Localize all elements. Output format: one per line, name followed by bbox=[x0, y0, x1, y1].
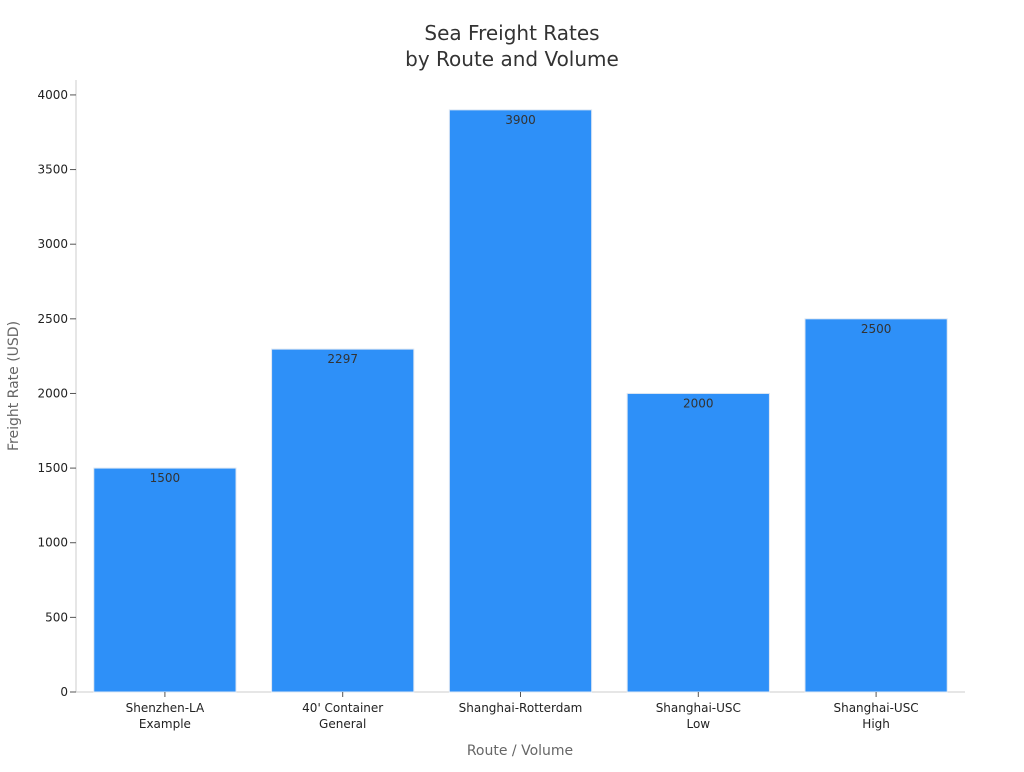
y-axis-label: Freight Rate (USD) bbox=[6, 321, 22, 451]
bar bbox=[271, 348, 415, 693]
bar bbox=[804, 318, 948, 693]
data-label: 3900 bbox=[505, 113, 536, 127]
x-tick-label: Low bbox=[686, 717, 710, 731]
x-tick-label: Shanghai-USC bbox=[833, 701, 918, 715]
x-tick-label: Example bbox=[139, 717, 191, 731]
data-label: 2297 bbox=[327, 352, 358, 366]
y-tick-label: 2000 bbox=[37, 386, 68, 400]
y-tick-label: 1500 bbox=[37, 461, 68, 475]
y-tick-label: 3500 bbox=[37, 163, 68, 177]
chart-title-line-2: by Route and Volume bbox=[405, 47, 619, 71]
y-tick-label: 3000 bbox=[37, 237, 68, 251]
y-tick-label: 500 bbox=[45, 610, 68, 624]
chart-title-line-1: Sea Freight Rates bbox=[424, 21, 599, 45]
x-tick-label: Shenzhen-LA bbox=[126, 701, 205, 715]
x-axis-label: Route / Volume bbox=[467, 743, 573, 759]
y-tick-label: 0 bbox=[60, 685, 68, 699]
plot-area: 0 500 1000 1500 2000 2500 3000 3500 4000 1500 Shen… bbox=[37, 80, 965, 731]
data-label: 1500 bbox=[150, 471, 181, 485]
data-label: 2000 bbox=[683, 396, 714, 410]
x-tick-label: Shanghai-USC bbox=[656, 701, 741, 715]
x-tick-label: 40' Container bbox=[302, 701, 383, 715]
bar bbox=[626, 392, 770, 693]
x-tick-label: General bbox=[319, 717, 366, 731]
y-tick-label: 2500 bbox=[37, 312, 68, 326]
y-tick-label: 1000 bbox=[37, 536, 68, 550]
bar bbox=[93, 467, 237, 693]
x-tick-label: Shanghai-Rotterdam bbox=[459, 701, 583, 715]
x-tick-label: High bbox=[862, 717, 890, 731]
data-label: 2500 bbox=[861, 322, 892, 336]
bar bbox=[448, 109, 593, 693]
y-tick-label: 4000 bbox=[37, 88, 68, 102]
